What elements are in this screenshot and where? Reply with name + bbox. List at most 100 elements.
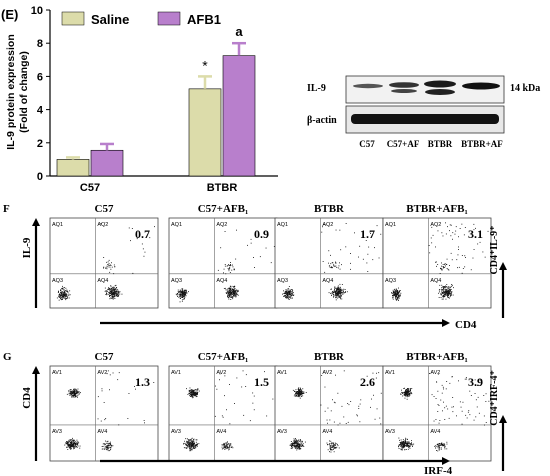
flow-event [445, 288, 446, 290]
flow-event [436, 265, 437, 267]
flow-event [439, 291, 440, 293]
flow-event [72, 441, 74, 443]
flow-event [181, 292, 183, 294]
flow-event [227, 295, 229, 296]
flow-event [75, 444, 77, 446]
flow-event [190, 443, 192, 445]
flow-event [298, 390, 300, 392]
flow-event [335, 294, 337, 296]
flow-event [444, 286, 445, 287]
flow-event [404, 392, 406, 394]
flow-event [438, 289, 440, 291]
flow-event [463, 234, 465, 236]
flow-event [110, 448, 112, 450]
flow-event [340, 293, 341, 295]
flow-event [179, 294, 181, 296]
flow-event [288, 295, 290, 297]
flow-event [70, 439, 72, 441]
flow-event [224, 231, 226, 232]
flow-event [294, 447, 296, 449]
flow-event [234, 295, 236, 297]
flow-event [293, 442, 295, 443]
flow-event [110, 291, 112, 292]
flow-event [182, 294, 184, 295]
flow-event [188, 443, 190, 445]
flow-event [292, 389, 294, 391]
flow-event [445, 291, 447, 293]
flow-event [284, 295, 286, 297]
flow-event [350, 401, 352, 402]
flow-event [297, 444, 299, 445]
flow-event [454, 233, 456, 235]
flow-event [372, 259, 374, 261]
legend-label: Saline [91, 12, 129, 27]
flow-event [446, 286, 448, 288]
flow-event [407, 394, 408, 396]
flow-event [332, 291, 334, 293]
flow-event [66, 296, 68, 297]
flow-event [445, 292, 447, 293]
quadrant-percent: 0.9 [254, 227, 269, 241]
flow-event [446, 448, 448, 450]
flow-event [448, 291, 450, 293]
flow-event [287, 298, 289, 300]
flow-event [441, 443, 443, 445]
flow-event [182, 292, 184, 294]
flow-event [74, 394, 76, 396]
flow-event [395, 297, 396, 299]
flow-event [105, 267, 107, 269]
flow-event [335, 374, 336, 376]
flow-event [298, 446, 300, 448]
flow-event [60, 292, 62, 294]
flow-event [332, 291, 333, 292]
flow-event [224, 444, 225, 445]
flow-event [233, 294, 235, 296]
flow-event [75, 440, 77, 442]
flow-event [296, 392, 297, 394]
flow-event [229, 290, 231, 292]
flow-event [74, 393, 76, 395]
flow-event [107, 448, 109, 450]
flow-event [474, 379, 476, 381]
blot-band-actin [351, 114, 499, 124]
flow-event [249, 420, 251, 422]
flow-event [299, 445, 301, 447]
flow-event [444, 286, 446, 288]
flow-event [450, 235, 452, 237]
flow-event [66, 291, 68, 292]
flow-event [60, 290, 62, 291]
flow-event [396, 294, 397, 296]
flow-event [116, 294, 118, 296]
flow-event [405, 444, 407, 446]
flow-event [109, 287, 110, 289]
flow-event [68, 444, 70, 446]
flow-event [77, 392, 79, 394]
flow-event [190, 441, 192, 443]
flow-event [72, 445, 74, 446]
flow-event [229, 267, 231, 268]
flow-event [73, 444, 74, 446]
flow-event [398, 295, 400, 296]
flow-event [403, 392, 405, 394]
flow-events [391, 222, 489, 301]
flow-event [399, 439, 400, 441]
flow-event [441, 384, 443, 386]
flow-event [62, 288, 64, 290]
flow-event [235, 294, 236, 296]
flow-event [221, 415, 223, 417]
flow-event [76, 447, 78, 448]
flow-event [230, 443, 232, 445]
flow-event [105, 294, 107, 295]
flow-event [253, 395, 255, 397]
flow-x-axis-label: CD4 [455, 319, 477, 331]
flow-event [457, 267, 458, 269]
flow-event [112, 295, 113, 297]
flow-event [410, 444, 412, 446]
flow-event [230, 295, 232, 297]
flow-event [73, 391, 75, 392]
flow-event [228, 295, 230, 297]
flow-event [324, 271, 326, 273]
flow-event [407, 439, 408, 440]
